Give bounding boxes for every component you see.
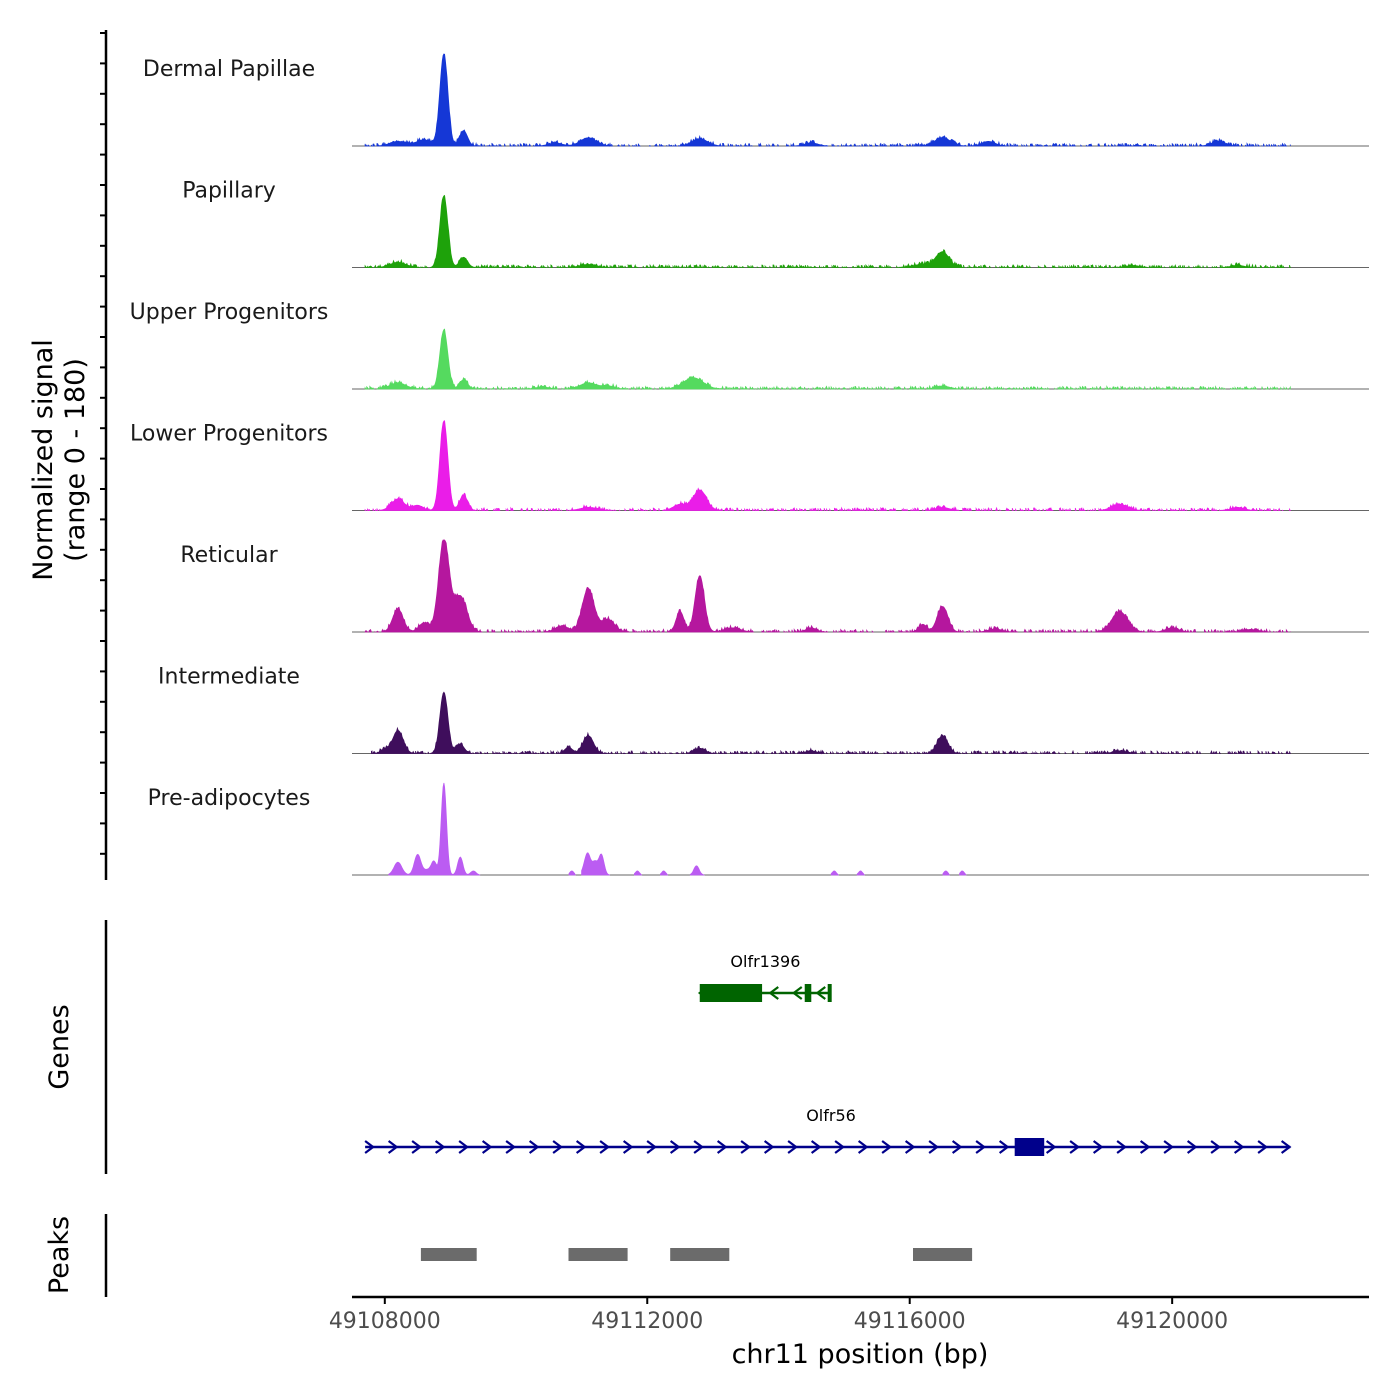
strand-arrow <box>810 1140 822 1154</box>
strand-arrow <box>1186 1140 1198 1154</box>
track-lower-progenitors: Lower Progenitors <box>130 420 1369 512</box>
track-label: Pre-adipocytes <box>148 786 311 811</box>
coverage-area <box>371 691 1291 755</box>
strand-arrow <box>693 1140 704 1154</box>
peak-region <box>568 1248 628 1261</box>
peak-region <box>420 1248 477 1261</box>
strand-arrow <box>505 1140 516 1154</box>
strand-arrow <box>975 1140 986 1154</box>
strand-arrow <box>1069 1140 1080 1154</box>
track-label: Dermal Papillae <box>143 57 315 82</box>
track-label: Upper Progenitors <box>130 300 329 325</box>
strand-arrow <box>834 1140 845 1154</box>
coverage-area <box>364 328 1291 390</box>
strand-arrow <box>740 1140 751 1154</box>
strand-arrow <box>646 1140 657 1154</box>
coverage-area <box>364 420 1292 512</box>
y-axis-subtitle: (range 0 - 180) <box>60 358 91 562</box>
track-reticular: Reticular <box>180 539 1369 633</box>
track-pre-adipocytes: Pre-adipocytes <box>148 782 1369 876</box>
strand-arrow <box>857 1140 869 1154</box>
strand-arrow <box>1257 1140 1268 1154</box>
strand-arrow <box>1163 1140 1174 1154</box>
peaks-track-title: Peaks <box>44 1216 75 1294</box>
gene-track: Olfr1396 Olfr56 <box>364 952 1292 1156</box>
strand-arrow <box>411 1140 422 1154</box>
strand-arrow <box>528 1140 540 1154</box>
strand-arrow <box>1233 1140 1245 1154</box>
strand-arrow <box>364 1140 375 1154</box>
strand-arrow <box>458 1140 469 1154</box>
exon-block <box>804 984 812 1002</box>
x-tick-label: 49112000 <box>591 1309 703 1334</box>
strand-arrow <box>387 1140 399 1154</box>
strand-arrow <box>951 1140 963 1154</box>
strand-arrow <box>881 1140 892 1154</box>
track-label: Papillary <box>182 179 276 204</box>
y-axis-title: Normalized signal <box>28 339 59 581</box>
strand-arrow <box>622 1140 634 1154</box>
coverage-area <box>388 782 967 876</box>
strand-arrow <box>552 1140 563 1154</box>
coverage-area <box>364 53 1291 147</box>
strand-arrow <box>575 1140 587 1154</box>
peak-region <box>913 1248 973 1261</box>
strand-arrow <box>1280 1140 1292 1154</box>
track-label: Reticular <box>180 543 278 568</box>
x-tick-label: 49120000 <box>1116 1309 1228 1334</box>
strand-arrow <box>716 1140 728 1154</box>
strand-arrow <box>1139 1140 1151 1154</box>
strand-arrow <box>904 1140 916 1154</box>
strand-arrow <box>998 1140 1010 1154</box>
peak-region <box>670 1248 730 1261</box>
strand-arrow <box>787 1140 798 1154</box>
track-upper-progenitors: Upper Progenitors <box>130 300 1369 390</box>
strand-arrow <box>1045 1140 1057 1154</box>
gene-olfr56[interactable]: Olfr56 <box>364 1106 1292 1156</box>
track-dermal-papillae: Dermal Papillae <box>143 53 1369 147</box>
strand-arrow <box>1092 1140 1104 1154</box>
strand-arrow <box>669 1140 681 1154</box>
track-intermediate: Intermediate <box>158 665 1369 755</box>
signal-y-ticks <box>100 32 106 855</box>
coverage-area <box>364 194 1291 269</box>
strand-arrow <box>599 1140 610 1154</box>
gene-label: Olfr56 <box>806 1106 856 1125</box>
x-axis-title: chr11 position (bp) <box>732 1339 989 1370</box>
strand-arrow <box>481 1140 493 1154</box>
exon-block <box>1014 1138 1045 1156</box>
strand-arrow <box>1116 1140 1127 1154</box>
x-tick-label: 49108000 <box>329 1309 441 1334</box>
strand-arrow <box>763 1140 775 1154</box>
gene-olfr1396[interactable]: Olfr1396 <box>697 952 832 1002</box>
track-label: Lower Progenitors <box>130 422 328 447</box>
x-axis-ticks: 49108000 49112000 49116000 49120000 <box>329 1297 1228 1334</box>
strand-arrow <box>815 986 826 1000</box>
strand-arrow <box>434 1140 446 1154</box>
strand-arrow <box>928 1140 939 1154</box>
exon-block <box>827 984 832 1002</box>
strand-arrow <box>1210 1140 1221 1154</box>
genes-track-title: Genes <box>44 1004 75 1089</box>
gene-label: Olfr1396 <box>730 952 800 971</box>
track-label: Intermediate <box>158 665 300 690</box>
strand-arrow <box>768 986 779 1000</box>
strand-arrow <box>791 986 803 1000</box>
track-papillary: Papillary <box>182 179 1369 269</box>
coverage-area <box>364 539 1291 633</box>
peak-track <box>420 1248 973 1261</box>
exon-block <box>699 984 763 1002</box>
coverage-tracks: Dermal Papillae Papillary Upper Progenitor… <box>130 53 1369 876</box>
x-tick-label: 49116000 <box>854 1309 966 1334</box>
